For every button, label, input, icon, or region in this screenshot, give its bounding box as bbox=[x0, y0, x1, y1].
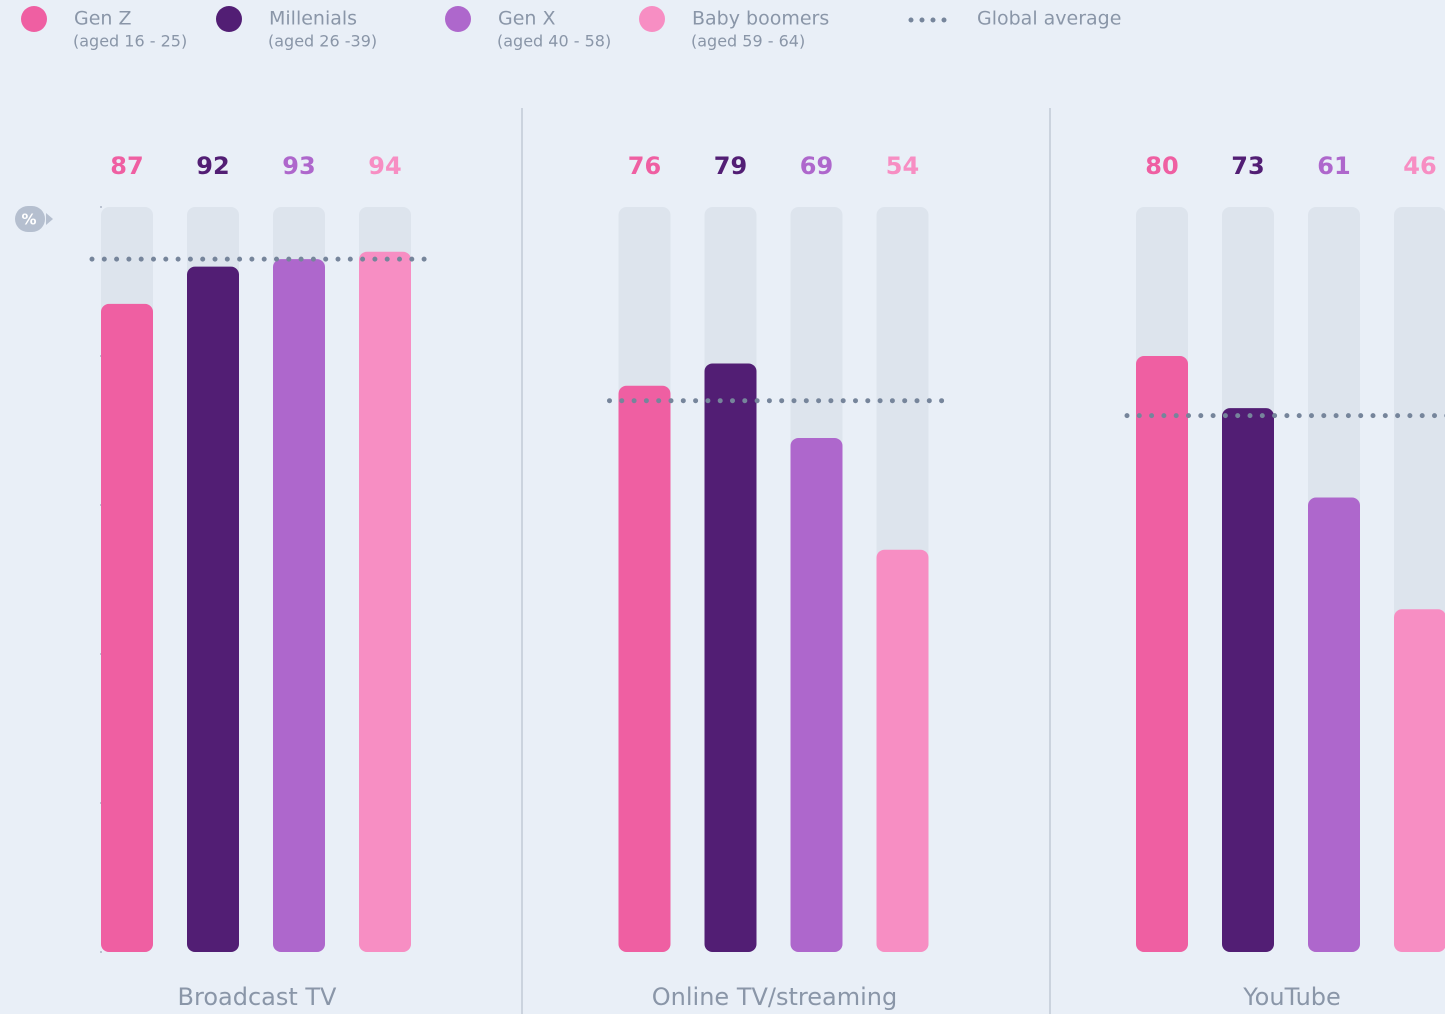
bar bbox=[1394, 609, 1445, 952]
value-label: 93 bbox=[282, 152, 315, 180]
legend-swatch bbox=[639, 6, 665, 32]
bar bbox=[1136, 356, 1188, 952]
bar bbox=[790, 437, 843, 952]
category-label: YouTube bbox=[1242, 983, 1341, 1011]
legend-age: (aged 16 - 25) bbox=[73, 32, 187, 51]
bar bbox=[359, 251, 411, 952]
legend-swatch bbox=[445, 6, 471, 32]
legend-swatch bbox=[216, 6, 242, 32]
legend-swatch bbox=[21, 6, 47, 32]
y-axis-label: % bbox=[21, 211, 36, 229]
legend-age: (aged 40 - 58) bbox=[497, 32, 611, 51]
legend-label: Global average bbox=[977, 8, 1121, 30]
bar bbox=[273, 259, 325, 952]
bar bbox=[1222, 408, 1274, 952]
value-label: 76 bbox=[628, 152, 661, 180]
bar bbox=[187, 266, 239, 953]
legend-age: (aged 59 - 64) bbox=[691, 32, 805, 51]
value-label: 80 bbox=[1145, 152, 1178, 180]
bar bbox=[704, 363, 757, 952]
unit-badge bbox=[15, 206, 45, 232]
legend-label: Gen X bbox=[498, 8, 556, 30]
value-label: 46 bbox=[1403, 152, 1436, 180]
value-label: 79 bbox=[714, 152, 747, 180]
value-label: 61 bbox=[1317, 152, 1350, 180]
value-label: 54 bbox=[886, 152, 919, 180]
bar bbox=[618, 385, 671, 952]
value-label: 87 bbox=[110, 152, 143, 180]
legend-label: Baby boomers bbox=[692, 8, 829, 30]
value-label: 69 bbox=[800, 152, 833, 180]
bar bbox=[101, 303, 153, 953]
unit-badge-arrow bbox=[46, 213, 53, 225]
value-label: 94 bbox=[368, 152, 401, 180]
category-label: Broadcast TV bbox=[178, 983, 338, 1011]
value-label: 92 bbox=[196, 152, 229, 180]
legend-label: Millenials bbox=[269, 8, 357, 30]
legend-label: Gen Z bbox=[74, 8, 132, 30]
bar bbox=[1308, 497, 1360, 952]
legend-age: (aged 26 -39) bbox=[268, 32, 377, 51]
value-label: 73 bbox=[1231, 152, 1264, 180]
category-label: Online TV/streaming bbox=[652, 983, 897, 1011]
bar bbox=[876, 549, 929, 952]
